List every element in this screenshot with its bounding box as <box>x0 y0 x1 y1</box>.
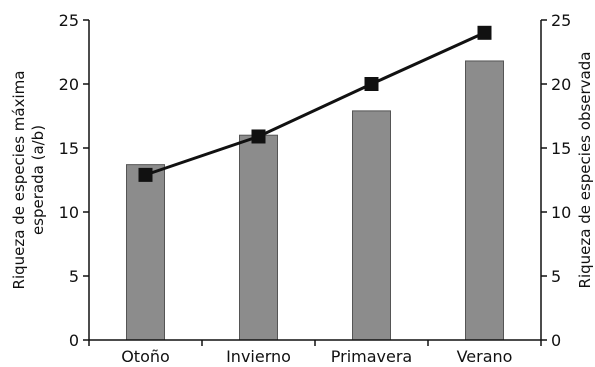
bar-0 <box>126 164 165 341</box>
bar-3 <box>465 60 504 341</box>
category-label-0: Otoño <box>121 347 170 366</box>
right-tick-label-3: 15 <box>551 139 571 158</box>
plot-area <box>126 25 504 341</box>
right-tick-label-4: 20 <box>551 75 571 94</box>
left-y-axis-title-line-2: esperada (a/b) <box>29 125 47 235</box>
right-tick-label-5: 25 <box>551 11 571 30</box>
line-marker-1 <box>251 129 266 144</box>
left-tick-label-3: 15 <box>59 139 79 158</box>
line-marker-0 <box>138 167 153 182</box>
bar-2 <box>352 110 391 341</box>
bar-1 <box>239 134 278 341</box>
left-y-ticks: 0 5 10 15 20 25 <box>59 11 89 350</box>
left-tick-label-5: 25 <box>59 11 79 30</box>
left-tick-label-1: 5 <box>69 267 79 286</box>
right-y-ticks: 0 5 10 15 20 25 <box>541 11 571 350</box>
left-tick-label-2: 10 <box>59 203 79 222</box>
x-tick-labels: Otoño Invierno Primavera Verano <box>88 340 542 366</box>
category-label-2: Primavera <box>331 347 412 366</box>
right-tick-label-2: 10 <box>551 203 571 222</box>
right-tick-label-0: 0 <box>551 331 561 350</box>
line-marker-2 <box>364 77 379 91</box>
left-tick-label-0: 0 <box>69 331 79 350</box>
right-tick-label-1: 5 <box>551 267 561 286</box>
line-series <box>145 31 486 177</box>
category-label-3: Verano <box>457 347 513 366</box>
category-label-1: Invierno <box>226 347 291 366</box>
right-y-axis-title: Riqueza de especies observada <box>576 52 594 289</box>
left-tick-label-4: 20 <box>59 75 79 94</box>
line-marker-3 <box>477 25 492 40</box>
left-y-axis-title-line-1: Riqueza de especies máxima <box>10 71 28 290</box>
